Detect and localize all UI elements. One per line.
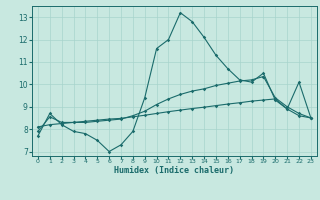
X-axis label: Humidex (Indice chaleur): Humidex (Indice chaleur) (115, 166, 234, 175)
